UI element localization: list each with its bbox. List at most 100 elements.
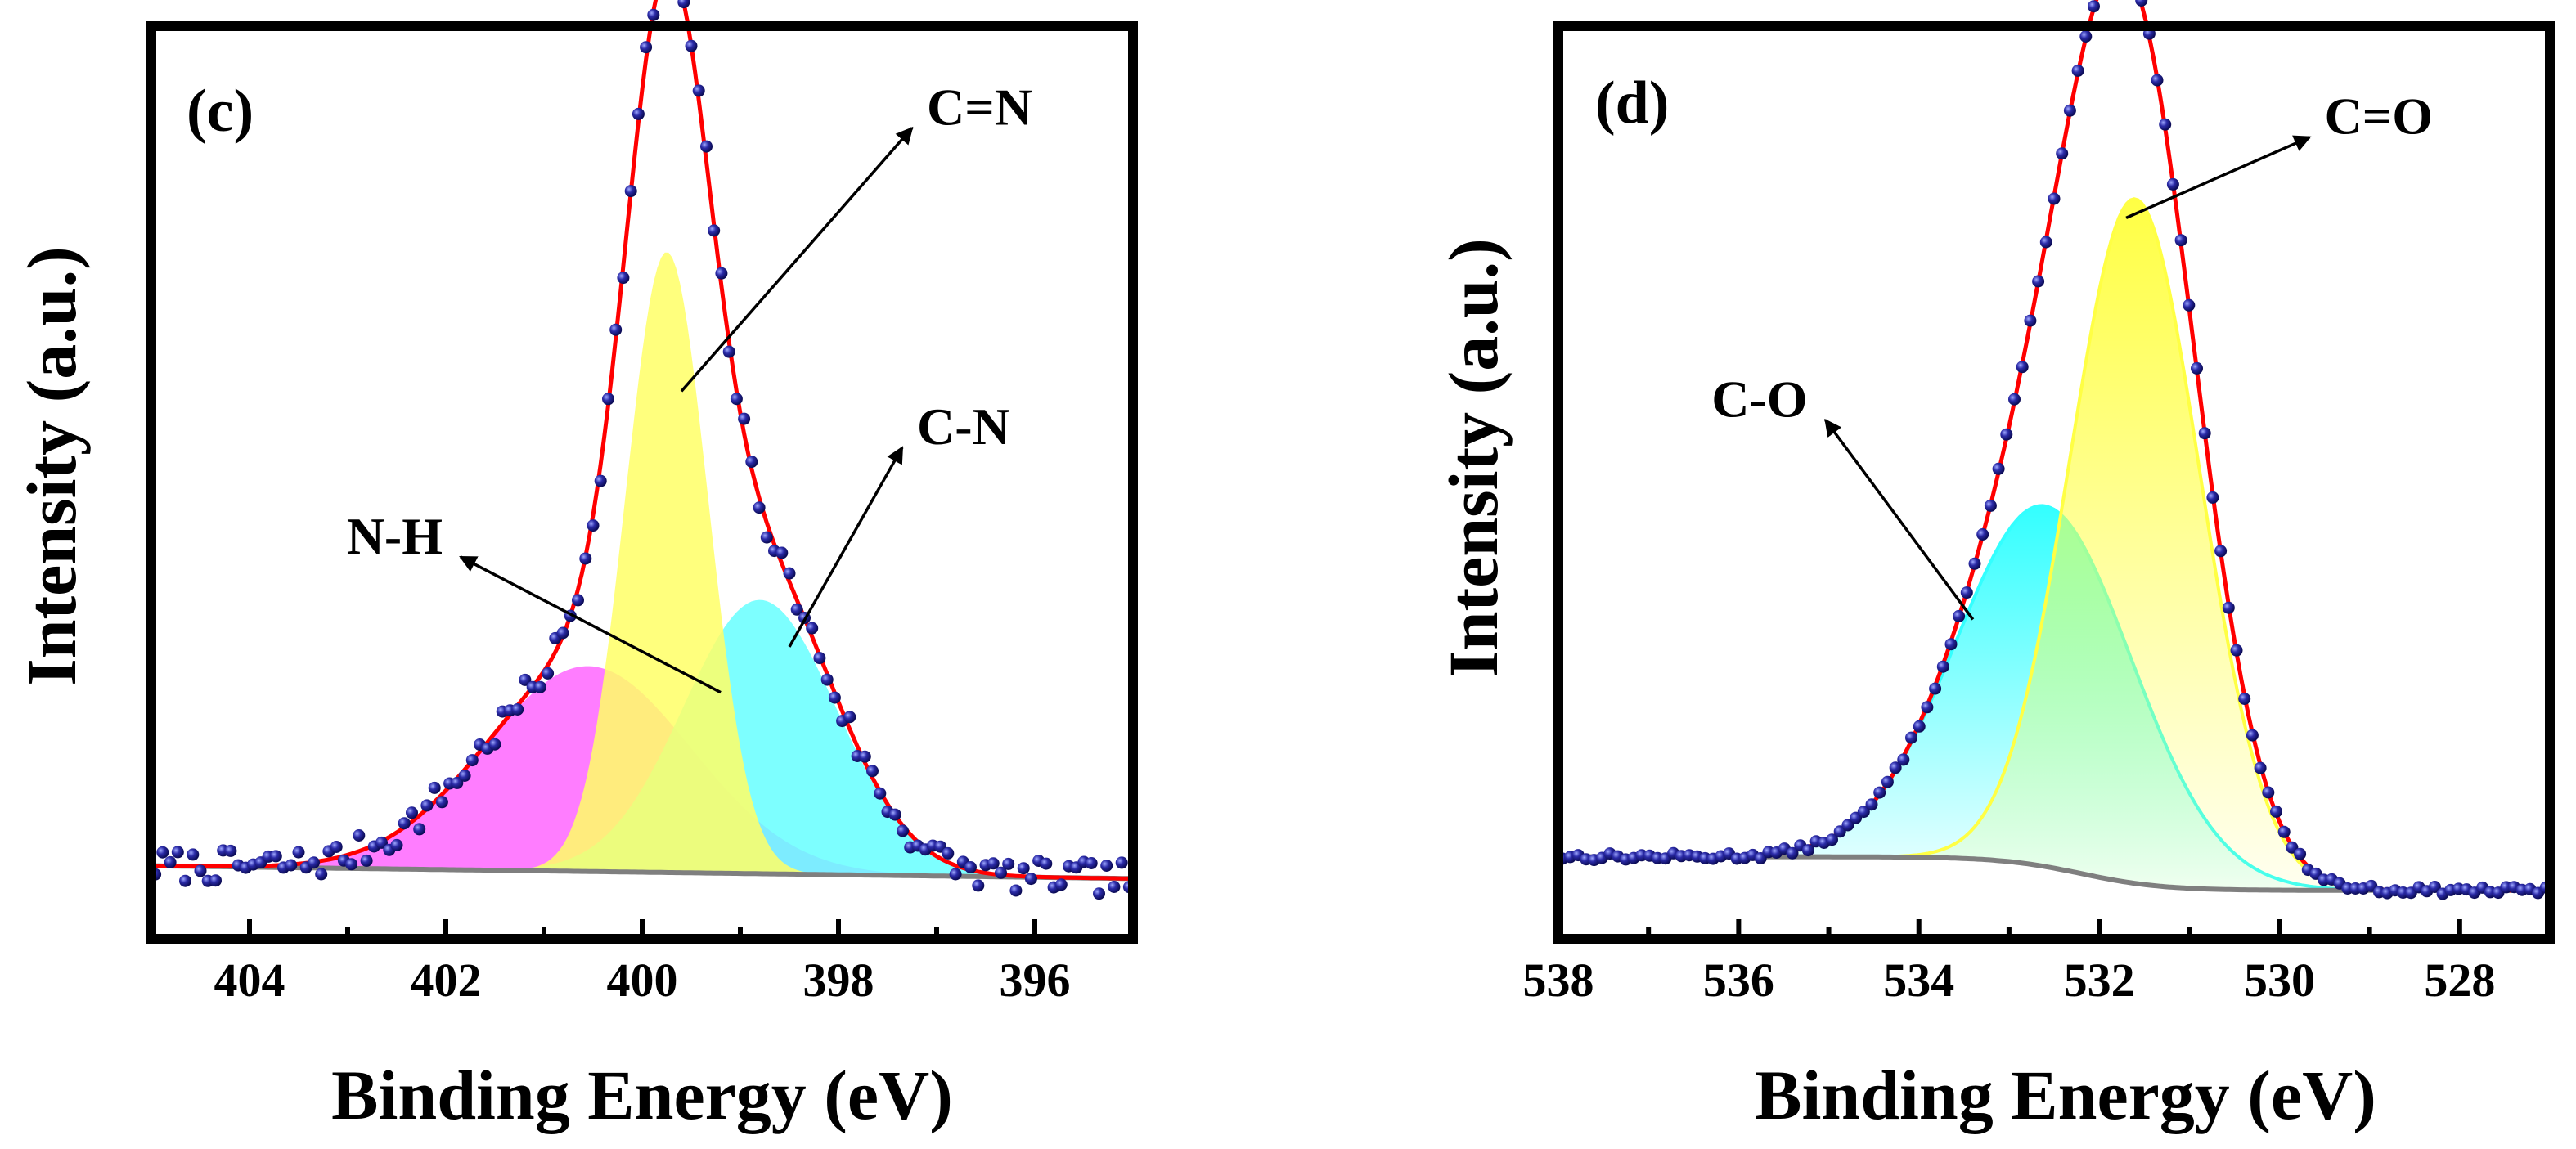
data-point [488,738,501,751]
data-point [406,806,418,819]
data-point [2198,427,2211,440]
data-point [2246,729,2259,742]
data-point [1897,753,1910,766]
data-point [2135,0,2148,7]
x-tick-label: 404 [214,954,285,1007]
data-point [187,848,200,861]
data-point [194,864,207,877]
data-point [730,393,743,406]
annotation-label: C=N [927,78,1032,136]
data-point [179,874,191,887]
data-point [1108,881,1121,893]
data-point [617,272,630,285]
data-point [572,594,584,607]
data-point [390,838,403,851]
panel-label-d: (d) [1595,70,1669,137]
data-point [1857,806,1870,819]
data-point [964,861,977,873]
data-point [587,519,600,532]
annotation-arrow [788,446,904,648]
data-point [1024,873,1037,886]
data-point [874,787,887,800]
data-point [1929,682,1942,695]
x-tick-label: 528 [2424,954,2495,1007]
data-point [556,626,569,640]
data-point [806,622,819,635]
data-point [640,41,653,54]
data-point [285,859,298,872]
x-axis-label-d: Binding Energy (eV) [1755,1056,2376,1134]
data-point [1093,887,1105,900]
data-point [224,844,237,857]
data-point [2008,393,2021,406]
data-point [1976,528,1989,541]
data-point [2230,644,2243,657]
data-point [1968,557,1981,570]
data-point [2071,64,2084,77]
data-point [692,84,705,97]
data-point [745,456,758,469]
data-point [1841,819,1854,832]
data-point [1040,857,1053,870]
data-point [995,866,1007,879]
data-point [897,824,909,837]
data-point [1826,833,1838,846]
data-point [715,267,728,280]
data-point [1017,862,1030,875]
data-point [465,754,479,767]
data-point [2000,428,2013,441]
plot-frame [1553,21,2555,944]
data-point [2214,545,2228,558]
data-point [1992,462,2005,475]
annotation-arrow [459,555,722,694]
data-point [519,673,532,686]
data-point [420,799,434,812]
data-point [428,781,441,794]
data-point [1889,761,1902,774]
data-point [1865,798,1878,811]
data-point [2183,298,2196,312]
data-point [632,107,645,120]
plot-area-d: 538 536 534 532 530 528 C=O C-O [1523,0,2555,1007]
data-point [1009,884,1023,897]
data-point [2238,693,2251,705]
x-tick-label: 398 [803,954,874,1007]
component-peak-c-n [151,252,1133,879]
data-point [1786,846,1799,860]
x-tick-label: 538 [1523,954,1594,1007]
x-tick-label: 532 [2064,954,2135,1007]
data-point [1944,638,1958,651]
data-point [542,667,555,680]
data-point [677,0,690,9]
data-point [2024,314,2037,327]
data-point [413,823,426,836]
data-point [775,546,789,559]
x-tick-label: 534 [1883,954,1954,1007]
data-point [2206,491,2219,504]
data-point [315,868,328,881]
data-point [511,703,524,716]
data-point [2039,236,2052,249]
data-point [398,817,411,830]
data-point [1881,775,1894,788]
data-point [609,323,623,336]
data-point [594,474,607,487]
y-axis-label-d: Intensity (a.u.) [1434,238,1513,678]
annotation-arrow [2125,135,2312,219]
data-point [2270,805,2282,818]
data-point [2428,881,2441,893]
data-point [1984,499,1997,512]
data-point [308,856,320,869]
data-point [435,796,448,809]
data-point [345,858,358,871]
data-point [602,393,614,406]
x-tick-label: 402 [411,954,482,1007]
data-point [813,652,826,665]
data-point [1953,609,1966,622]
data-point [2079,30,2093,43]
panel-label-c: (c) [187,78,254,145]
data-point [1115,856,1128,869]
data-point [700,140,713,153]
data-point [360,854,373,867]
data-point [949,868,962,881]
